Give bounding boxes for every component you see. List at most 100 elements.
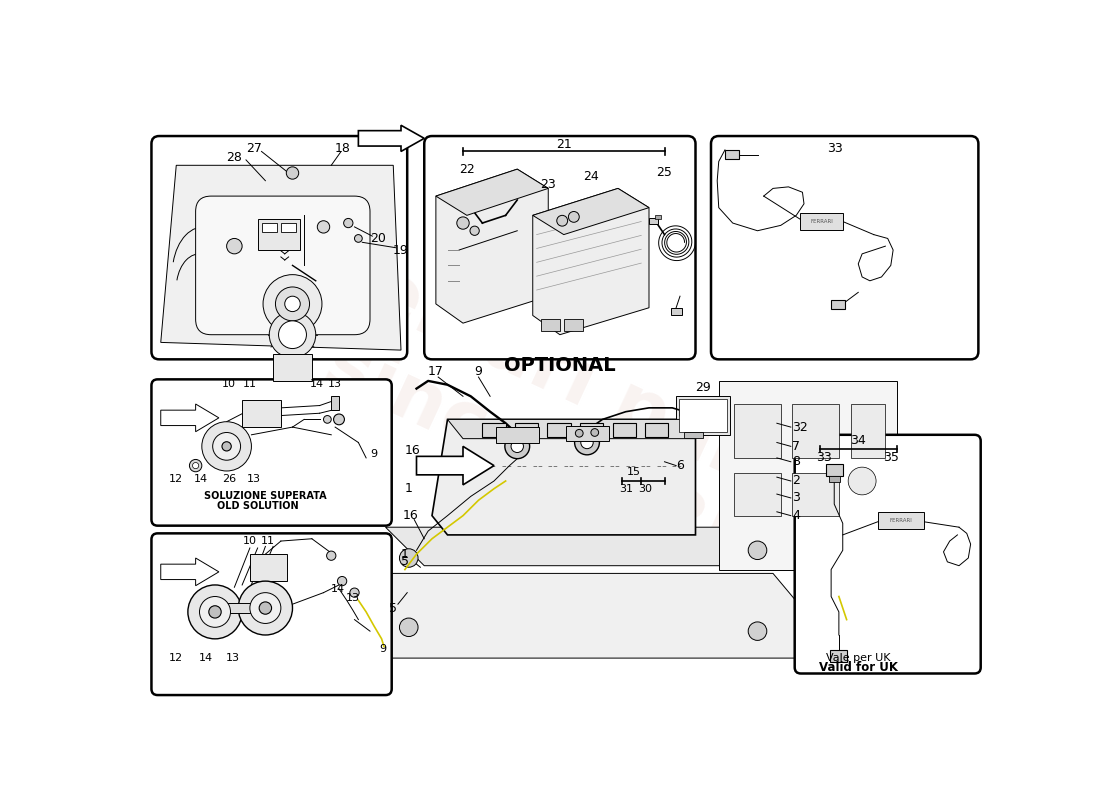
Circle shape: [591, 429, 598, 436]
Bar: [718, 381, 896, 570]
Circle shape: [275, 287, 309, 321]
FancyBboxPatch shape: [711, 136, 978, 359]
Circle shape: [286, 167, 299, 179]
Text: 8: 8: [792, 455, 801, 468]
Circle shape: [323, 415, 331, 423]
Circle shape: [575, 430, 583, 437]
Text: 10: 10: [243, 536, 257, 546]
Bar: [671, 308, 682, 314]
Circle shape: [285, 296, 300, 311]
Text: 11: 11: [261, 536, 275, 546]
Text: 1: 1: [405, 482, 412, 495]
Bar: [580, 423, 603, 437]
Circle shape: [188, 585, 242, 639]
Bar: [828, 476, 839, 482]
Bar: [800, 213, 843, 230]
Text: 35: 35: [883, 451, 899, 464]
Circle shape: [333, 414, 344, 425]
FancyBboxPatch shape: [152, 136, 407, 359]
Circle shape: [470, 226, 480, 235]
Text: 26: 26: [222, 474, 236, 485]
Text: 1: 1: [400, 548, 409, 561]
Text: 10: 10: [222, 379, 235, 389]
Bar: [242, 400, 280, 427]
Text: 3: 3: [792, 491, 801, 505]
Polygon shape: [436, 169, 548, 323]
Bar: [829, 650, 847, 662]
Text: 20: 20: [370, 232, 386, 245]
Text: 6: 6: [676, 459, 684, 472]
Circle shape: [399, 549, 418, 567]
Circle shape: [192, 462, 199, 469]
Circle shape: [278, 321, 307, 349]
Text: FERRARI: FERRARI: [890, 518, 912, 522]
Text: 22: 22: [459, 162, 475, 176]
Text: 27: 27: [245, 142, 262, 155]
FancyBboxPatch shape: [425, 136, 695, 359]
Bar: [735, 474, 781, 516]
Bar: [684, 432, 703, 438]
Bar: [257, 219, 300, 250]
Text: 15: 15: [627, 466, 640, 477]
Polygon shape: [532, 188, 649, 334]
Text: 17: 17: [428, 365, 443, 378]
Bar: [495, 427, 539, 442]
Text: 34: 34: [850, 434, 866, 446]
Circle shape: [239, 581, 293, 635]
Circle shape: [399, 618, 418, 637]
Text: 19: 19: [393, 243, 409, 257]
Bar: [878, 512, 924, 529]
Bar: [725, 150, 739, 159]
Bar: [548, 423, 571, 437]
Text: 13: 13: [226, 653, 240, 663]
Polygon shape: [346, 574, 812, 658]
Polygon shape: [359, 126, 425, 151]
Bar: [331, 396, 339, 410]
Text: 11: 11: [243, 379, 257, 389]
Text: 23: 23: [540, 178, 557, 191]
Circle shape: [317, 221, 330, 233]
Bar: [850, 404, 886, 458]
Text: 29: 29: [695, 381, 711, 394]
Bar: [792, 404, 839, 458]
Bar: [262, 223, 277, 232]
Text: 9: 9: [474, 365, 483, 378]
Bar: [832, 300, 845, 310]
FancyBboxPatch shape: [152, 534, 392, 695]
Polygon shape: [417, 446, 494, 485]
Circle shape: [343, 218, 353, 228]
Bar: [645, 423, 669, 437]
Text: 21: 21: [556, 138, 572, 151]
Circle shape: [848, 467, 876, 495]
Text: 14: 14: [310, 379, 324, 389]
Text: Vale per UK: Vale per UK: [826, 653, 891, 663]
Polygon shape: [436, 169, 548, 215]
Text: 13: 13: [246, 474, 261, 485]
Circle shape: [222, 442, 231, 451]
Text: 12: 12: [169, 653, 184, 663]
Text: 2: 2: [792, 474, 801, 487]
Text: 33: 33: [816, 451, 832, 464]
Bar: [273, 354, 312, 381]
Text: 24: 24: [583, 170, 598, 183]
Circle shape: [212, 433, 241, 460]
FancyBboxPatch shape: [794, 435, 981, 674]
Circle shape: [327, 551, 336, 560]
Text: 14: 14: [330, 584, 344, 594]
Text: 14: 14: [199, 653, 212, 663]
Circle shape: [354, 234, 362, 242]
Circle shape: [557, 215, 568, 226]
Text: OPTIONAL: OPTIONAL: [504, 356, 616, 375]
Bar: [679, 399, 727, 432]
Text: 9: 9: [379, 644, 387, 654]
Text: 9: 9: [371, 449, 377, 459]
Polygon shape: [532, 188, 649, 234]
Circle shape: [748, 622, 767, 640]
Circle shape: [260, 602, 272, 614]
Text: 5: 5: [389, 602, 397, 614]
FancyBboxPatch shape: [196, 196, 370, 334]
Text: 25: 25: [657, 166, 672, 179]
Bar: [540, 319, 560, 331]
Text: OLD SOLUTION: OLD SOLUTION: [217, 501, 298, 510]
Bar: [735, 404, 781, 458]
